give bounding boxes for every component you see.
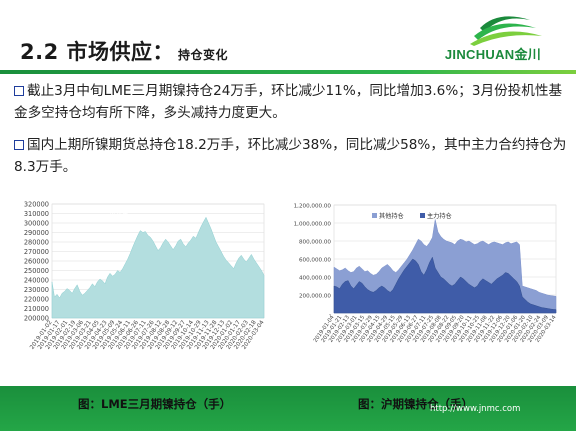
logo-text: JINCHUAN金川 (444, 47, 542, 62)
y-tick-label: 310000 (24, 210, 49, 218)
y-tick-label: 200,000.00 (299, 294, 331, 300)
caption-shfe: 图：沪期镍持仓（手） (358, 397, 473, 411)
shfe-chart: - 200,000.00 400,000.00 600,000.00 800,000.0… (282, 193, 564, 357)
y-tick-label: 1,200,000.00 (294, 204, 332, 210)
y-tick-label: 320000 (24, 201, 49, 209)
y-tick-label: 220000 (24, 296, 49, 304)
y-tick-label: 270000 (24, 248, 49, 256)
footer-bar (0, 386, 576, 431)
legend-label: 持仓量 (109, 207, 129, 216)
y-tick-label: 200000 (24, 315, 49, 323)
series-area-1 (51, 216, 265, 319)
y-tick-label: - (329, 312, 331, 318)
header-divider (0, 70, 576, 74)
legend-label: 主力持仓 (427, 212, 452, 220)
y-tick-label: 1,000,000.00 (294, 222, 332, 228)
legend-label: 其他持仓 (379, 212, 404, 220)
legend-swatch (372, 213, 377, 218)
y-tick-label: 400,000.00 (299, 276, 331, 282)
checkbox-bullet-icon (14, 140, 24, 150)
page-title: 2.2 市场供应： 持仓变化 (20, 40, 229, 64)
series-area-2 (333, 256, 557, 314)
company-logo (470, 16, 542, 46)
y-tick-label: 210000 (24, 305, 49, 313)
checkbox-bullet-icon (14, 86, 24, 96)
legend-swatch (420, 213, 425, 218)
shfe-chart-svg: - 200,000.00 400,000.00 600,000.00 800,000.0… (294, 204, 558, 344)
lme-chart: 200000 210000 220000 230000 240000 250000 2600… (10, 196, 272, 356)
y-tick-label: 300000 (24, 220, 49, 228)
y-tick-label: 280000 (24, 239, 49, 247)
footer-url: http://www.jnmc.com (430, 404, 521, 414)
caption-lme: 图：LME三月期镍持仓（手） (78, 397, 232, 411)
page-subtitle: 持仓变化 (178, 48, 229, 62)
y-tick-label: 290000 (24, 229, 49, 237)
y-tick-label: 800,000.00 (299, 240, 331, 246)
y-tick-label: 600,000.00 (299, 258, 331, 264)
y-tick-label: 230000 (24, 286, 49, 294)
paragraph-lme: 截止3月中旬LME三月期镍持仓24万手，环比减少11%，同比增加3.6%；3月份… (14, 83, 563, 121)
y-tick-label: 240000 (24, 277, 49, 285)
paragraph-shfe: 国内上期所镍期货总持仓18.2万手，环比减少38%，同比减少58%，其中主力合约… (14, 137, 567, 175)
y-tick-label: 260000 (24, 258, 49, 266)
y-tick-label: 250000 (24, 267, 49, 275)
